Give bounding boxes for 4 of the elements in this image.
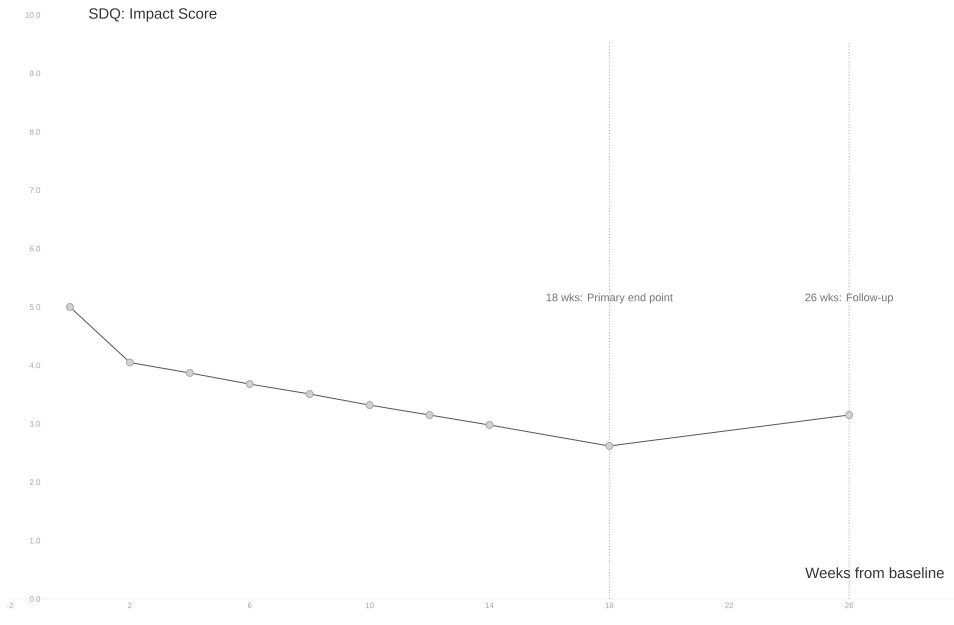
ref-line-label: 18 wks: Primary end point [546,293,673,304]
chart-title: SDQ: Impact Score [89,8,216,22]
x-axis-title: Weeks from baseline [805,567,944,578]
ref-line-label: 26 wks: Follow-up [805,293,893,304]
